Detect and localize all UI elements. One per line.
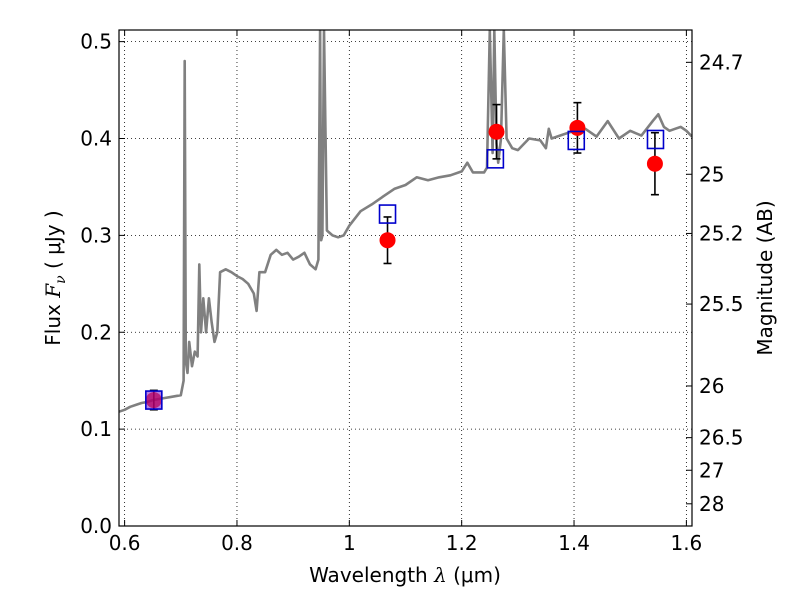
model-photometry-square [145,390,163,410]
y-axis-label: Flux Fν ( μJy ) [41,210,69,345]
model-photometry-square [378,204,397,224]
model-spectrum-line [119,30,692,413]
x-tick-label: 1.6 [670,531,702,555]
x-axis-label: Wavelength λ (μm) [309,563,501,587]
x-tick-label: 0.8 [221,531,253,555]
observed-point [646,155,663,172]
y-tick-label: 0.0 [80,514,112,538]
observed-point [488,123,505,140]
model-photometry-square [567,130,586,151]
y-axis-label-subscript: ν [53,275,69,284]
mag-tick-label: 25.2 [699,221,744,245]
plot-background [119,30,692,526]
y-tick-label: 0.2 [80,320,112,344]
x-tick-label: 1.4 [558,531,590,555]
plot-frame [118,29,693,527]
y-axis-label-symbol: F [41,283,65,299]
model-photometry-squares [145,129,665,410]
y-axis-label-prefix: Flux [41,298,65,346]
y2-axis-label: Magnitude (AB) [753,200,777,355]
x-tick-label: 0.6 [109,531,141,555]
mag-tick-label: 25 [699,162,724,186]
observed-point [379,232,396,249]
y-tick-label: 0.4 [80,127,112,151]
mag-tick-label: 26.5 [699,426,744,450]
x-tick-label: 1.2 [446,531,478,555]
observed-point [569,119,586,136]
mag-tick-label: 27 [699,458,724,482]
mag-tick-label: 25.5 [699,292,744,316]
x-tick-label: 1 [343,531,356,555]
y-tick-label: 0.3 [80,223,112,247]
axis-ticks: 0.6 0.8 1 1.2 1.4 1.6 0.0 0.1 0.2 0.3 0.4 0.5 24.7 25… [80,30,743,555]
y-tick-label: 0.1 [80,417,112,441]
mag-tick-label: 26 [699,374,724,398]
x-axis-label-unit: (μm) [447,563,501,587]
spectrum-layer [119,30,692,413]
mag-tick-label: 24.7 [699,50,744,74]
model-photometry-square [646,129,665,150]
y-tick-label: 0.5 [80,30,112,54]
grid-lines [119,30,692,527]
x-axis-lambda: λ [433,563,447,587]
x-axis-label-prefix: Wavelength [309,563,434,587]
y-axis-label-unit: ( μJy ) [41,210,65,275]
model-photometry-square [486,149,505,169]
mag-tick-label: 28 [699,492,724,516]
